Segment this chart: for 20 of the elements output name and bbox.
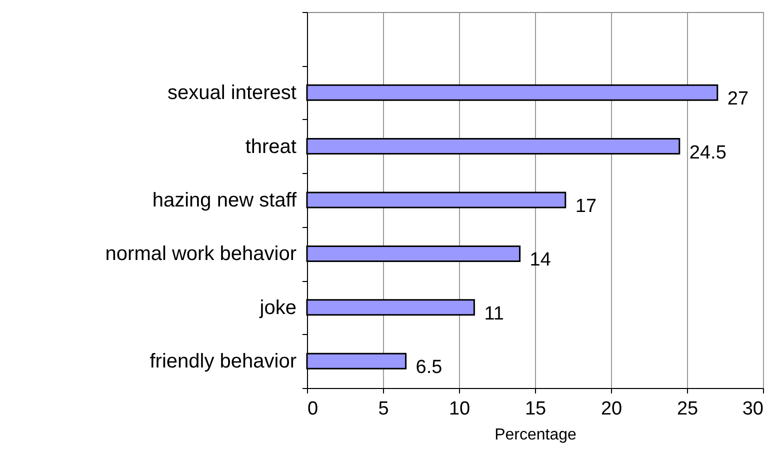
x-tick-label: 25 <box>676 398 698 420</box>
x-tick-label: 30 <box>742 398 764 420</box>
y-tick-label: hazing new staff <box>152 190 297 212</box>
x-tick-label: 20 <box>600 398 622 420</box>
data-label: 27 <box>727 88 749 110</box>
x-tick-label: 5 <box>378 398 389 420</box>
data-label: 17 <box>575 196 597 217</box>
data-label: 14 <box>530 250 552 271</box>
data-label: 24.5 <box>689 142 726 164</box>
y-tick-label: joke <box>258 296 296 319</box>
x-tick-label: 15 <box>524 398 546 420</box>
x-axis-title: Percentage <box>494 426 577 444</box>
y-tick-label: sexual interest <box>168 82 297 104</box>
y-tick-label: normal work behavior <box>105 243 297 266</box>
x-tick-label: 0 <box>308 398 318 420</box>
y-tick-label: threat <box>245 136 297 158</box>
x-tick-label: 10 <box>448 398 470 420</box>
data-label: 6.5 <box>416 357 442 378</box>
y-tick-label: friendly behavior <box>150 350 297 373</box>
data-label: 11 <box>484 303 504 324</box>
